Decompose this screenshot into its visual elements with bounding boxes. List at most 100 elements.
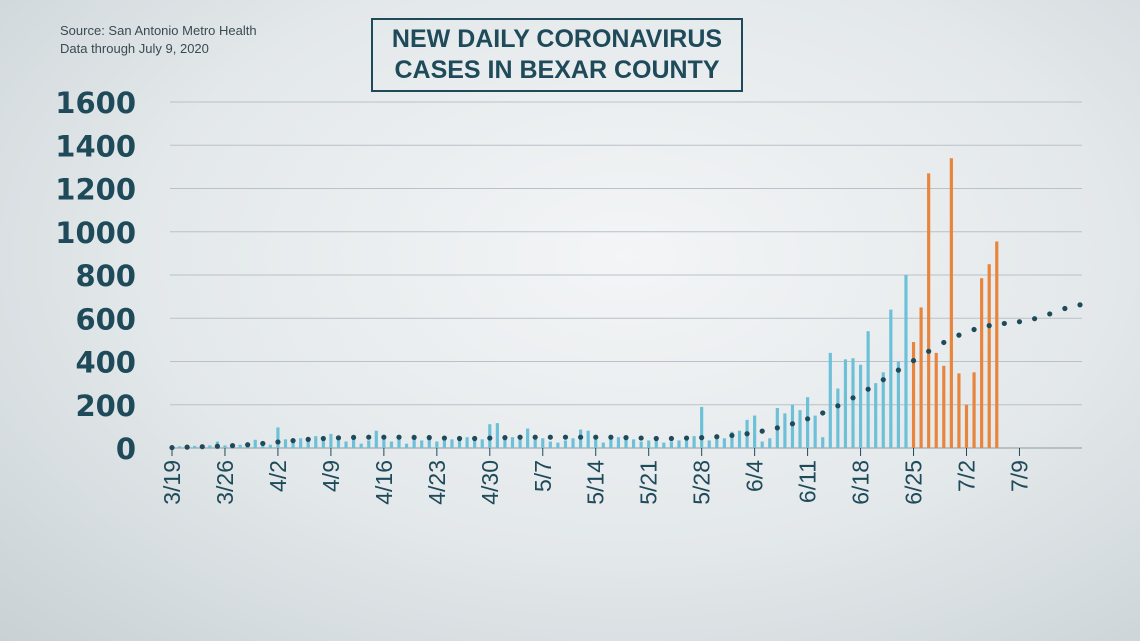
trend-dot [487, 435, 493, 441]
trend-dot [411, 434, 417, 441]
trend-dot [714, 434, 720, 440]
trend-dot [789, 421, 796, 427]
title-line-1: NEW DAILY CORONAVIRUS [391, 25, 723, 53]
bar [942, 365, 946, 448]
x-tick-label: 4/9 [318, 460, 344, 492]
trend-dot [699, 435, 705, 441]
bar [177, 446, 182, 448]
trend-dot [759, 428, 765, 434]
trend-dot [729, 432, 735, 439]
bar [420, 440, 424, 448]
trend-dot [880, 377, 886, 383]
trend-dot [456, 435, 463, 442]
trend-dot [472, 435, 478, 442]
bar [344, 441, 348, 448]
trend-dot [668, 435, 675, 442]
bar [889, 309, 893, 448]
bar [821, 437, 825, 448]
trend-dot [1001, 320, 1007, 327]
trend-dot [547, 434, 553, 440]
x-tick-label: 5/28 [689, 460, 715, 505]
trend-dot [320, 435, 326, 442]
trend-dot [502, 435, 508, 441]
bar [949, 158, 953, 448]
bar [624, 436, 628, 448]
y-tick-label: 1200 [55, 173, 136, 207]
trend-dot [532, 434, 538, 440]
bar [700, 406, 704, 448]
x-tick-label: 4/16 [371, 460, 397, 505]
trend-dot [986, 323, 992, 329]
x-tick-label: 3/19 [159, 460, 185, 505]
trend-dot [426, 435, 432, 441]
y-tick-label: 1400 [55, 129, 136, 163]
x-tick-label: 5/7 [530, 460, 556, 492]
x-tick-label: 4/2 [265, 460, 291, 492]
bar [715, 439, 719, 448]
bar [526, 428, 530, 448]
bar [631, 439, 636, 448]
bar [806, 397, 810, 448]
x-tick-label: 6/25 [901, 460, 927, 505]
bar [760, 441, 764, 448]
bar [972, 372, 976, 448]
trend-dot [638, 435, 644, 441]
bar [654, 439, 658, 448]
bar [927, 173, 931, 449]
bar [442, 438, 446, 448]
bar [843, 359, 848, 448]
x-tick-label: 4/30 [477, 460, 503, 505]
bar [480, 439, 484, 448]
bar [374, 430, 378, 448]
trend-dot [184, 444, 190, 450]
bar [753, 415, 757, 448]
bar [980, 278, 984, 448]
bar [435, 441, 439, 448]
trend-dot [396, 434, 402, 440]
bar [563, 440, 568, 448]
trend-dot [169, 444, 175, 451]
bar [662, 442, 666, 448]
trend-dot [1062, 305, 1068, 312]
trend-dot [351, 434, 357, 441]
trend-dot [683, 435, 690, 441]
bar [268, 444, 272, 448]
trend-dot [1016, 319, 1023, 325]
bar [911, 342, 916, 448]
bar [677, 440, 681, 448]
trend-dots [169, 302, 1083, 451]
trend-dot [653, 435, 659, 442]
bar [639, 441, 643, 448]
bar [594, 439, 598, 448]
bar [306, 440, 310, 448]
trend-dot [1032, 316, 1038, 322]
trend-dot [895, 367, 902, 373]
chart-title: NEW DAILY CORONAVIRUS CASES IN BEXAR COU… [371, 18, 743, 92]
bar [193, 445, 197, 448]
bar [465, 437, 469, 448]
bar [223, 445, 227, 448]
bar [609, 438, 613, 448]
bar [253, 439, 257, 448]
source-line: Source: San Antonio Metro Health [60, 23, 257, 38]
x-tick-label: 6/18 [848, 460, 874, 505]
trend-dot [865, 386, 871, 392]
bar [836, 388, 840, 448]
x-tick-label: 4/23 [424, 460, 450, 505]
bar [669, 441, 673, 448]
bar [957, 373, 961, 448]
x-axis-ticks: 3/19 3/26 4/2 4/9 4/16 4/23 4/30 5/7 5/14 5/21 5/2… [159, 448, 1032, 505]
bar [768, 438, 772, 448]
bar [495, 423, 499, 448]
bar [684, 437, 689, 448]
trend-dot [381, 434, 387, 440]
bar [404, 443, 409, 448]
trend-dot [290, 438, 296, 444]
trend-dot [956, 332, 962, 338]
bar [858, 364, 863, 448]
y-tick-label: 0 [116, 432, 136, 466]
bar [427, 435, 431, 448]
bar [737, 430, 742, 448]
bar [412, 439, 416, 448]
bar [541, 438, 545, 448]
